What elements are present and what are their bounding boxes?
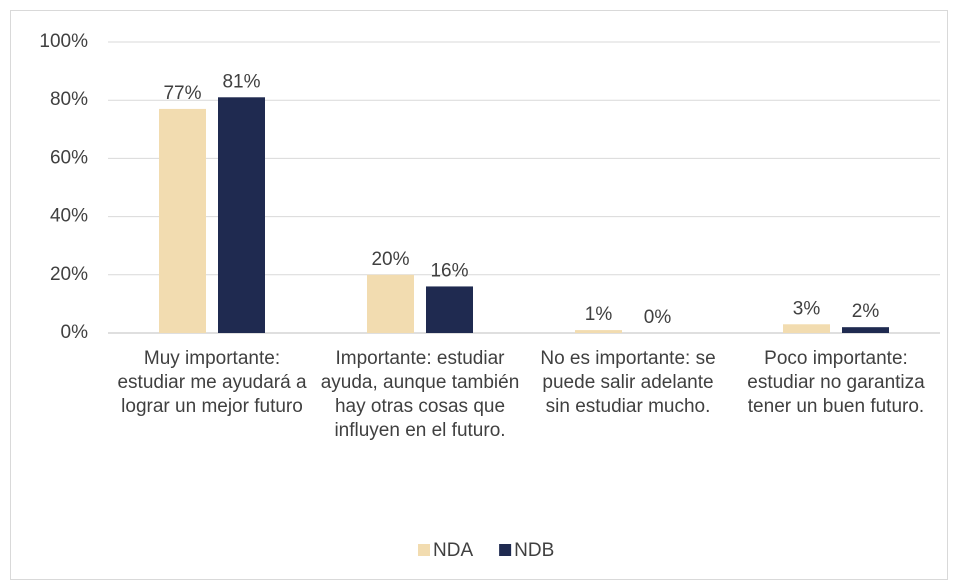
x-tick-label: Importante: estudiar ayuda, aunque tambi…: [320, 348, 520, 441]
legend-swatch: [418, 544, 430, 556]
chart-border: [10, 10, 948, 580]
bar: [783, 324, 830, 333]
value-label: 20%: [371, 249, 409, 270]
bar: [159, 108, 206, 334]
x-tick-label: Muy importante: estudiar me ayudará a lo…: [117, 348, 307, 417]
value-label: 0%: [644, 307, 672, 328]
y-tick-label: 0%: [61, 322, 89, 343]
legend-label: NDA: [433, 540, 473, 561]
bar: [426, 286, 473, 333]
y-tick-label: 100%: [39, 31, 88, 52]
legend-swatch: [499, 544, 512, 556]
value-label: 77%: [163, 83, 201, 104]
value-label: 2%: [852, 301, 880, 322]
y-tick-label: 80%: [50, 89, 88, 110]
x-tick-label: Poco importante: estudiar no garantiza t…: [747, 348, 925, 417]
bar: [575, 330, 622, 333]
x-tick-label: No es importante: se puede salir adelant…: [540, 348, 716, 417]
bar: [842, 327, 889, 333]
value-label: 81%: [222, 71, 260, 92]
y-tick-label: 40%: [50, 206, 88, 227]
legend-label: NDB: [514, 540, 554, 561]
y-tick-label: 20%: [50, 264, 88, 285]
value-label: 16%: [430, 260, 468, 281]
bar: [218, 97, 265, 333]
y-tick-label: 60%: [50, 147, 88, 168]
value-label: 3%: [793, 298, 821, 319]
bar: [367, 274, 414, 333]
value-label: 1%: [585, 304, 613, 325]
